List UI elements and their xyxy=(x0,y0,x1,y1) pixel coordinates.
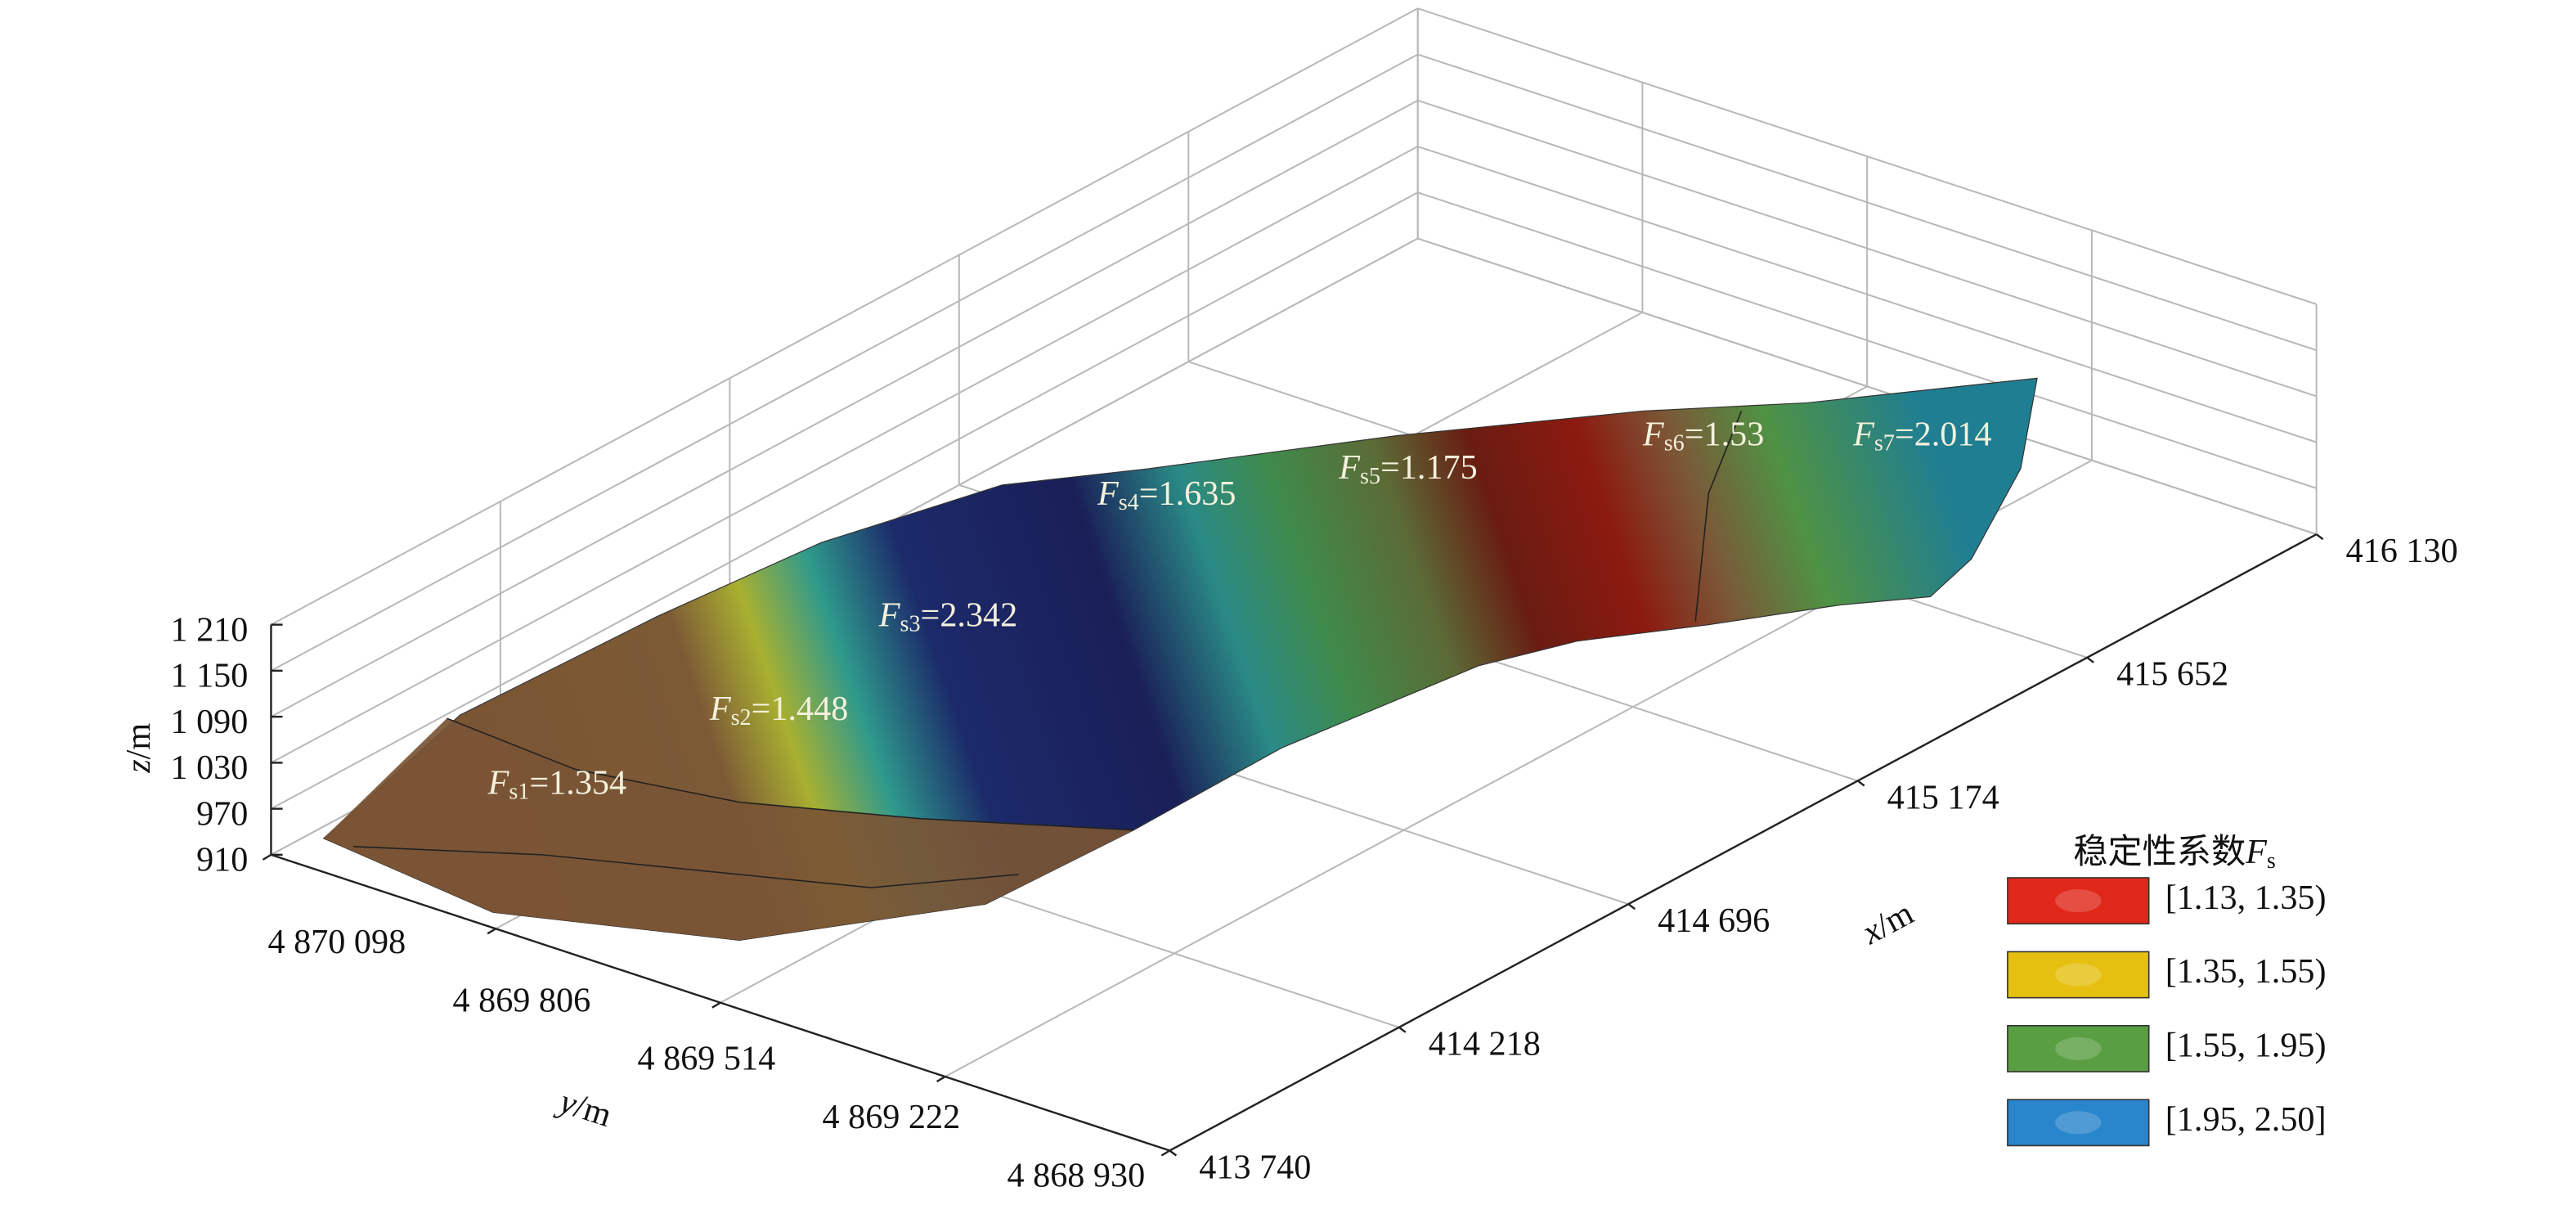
annotation-relation: = xyxy=(1895,415,1914,453)
legend-swatch xyxy=(2007,951,2150,999)
annotation-relation: = xyxy=(1139,474,1159,513)
annotation-symbol: F xyxy=(709,690,732,728)
annotations: Fs1=1.354Fs2=1.448Fs3=2.342Fs4=1.635Fs5=… xyxy=(487,415,1992,805)
axis-unit: /m xyxy=(119,723,157,760)
legend-title-subscript: s xyxy=(2267,848,2276,874)
annotation-subscript: s6 xyxy=(1664,431,1685,456)
annotation-symbol: F xyxy=(1852,415,1875,453)
surface-crack xyxy=(352,411,1743,888)
x-tick-label: 414 218 xyxy=(1429,1025,1541,1063)
legend-label: [1.95, 2.50] xyxy=(2165,1100,2327,1139)
grid-line xyxy=(270,99,1419,718)
x-axis-line xyxy=(1169,533,2318,1152)
y-tick xyxy=(1160,1149,1170,1157)
legend-swatch-highlight xyxy=(2055,889,2102,913)
grid-line xyxy=(270,191,1419,810)
legend-title: 稳定性系数Fs xyxy=(2073,833,2276,875)
annotation-subscript: s3 xyxy=(900,612,921,637)
x-tick-label: 416 130 xyxy=(2346,532,2458,570)
annotation-relation: = xyxy=(752,690,771,728)
annotation-value: 1.448 xyxy=(770,690,848,728)
annotation: Fs6=1.53 xyxy=(1642,415,1764,456)
legend-swatch-highlight xyxy=(2055,1111,2102,1135)
annotation-symbol: F xyxy=(1097,474,1120,513)
legend-label: [1.35, 1.55) xyxy=(2165,952,2327,991)
annotation: Fs2=1.448 xyxy=(709,690,848,731)
annotation-relation: = xyxy=(1380,447,1400,486)
annotation: Fs7=2.014 xyxy=(1852,415,1991,456)
legend-swatch xyxy=(2007,1099,2150,1147)
x-tick-label: 414 696 xyxy=(1658,902,1770,940)
zlabel-title: z/m xyxy=(119,723,157,774)
annotation-value: 1.354 xyxy=(549,763,626,802)
legend-title-symbol: F xyxy=(2245,833,2268,871)
y-tick xyxy=(262,853,272,861)
y-tick-label: 4 870 098 xyxy=(267,923,406,961)
annotation-symbol: F xyxy=(1338,447,1361,486)
legend: 稳定性系数Fs [1.13, 1.35) [1.35, 1.55) [1.55, 1.… xyxy=(2007,833,2327,1147)
annotation: Fs5=1.175 xyxy=(1338,447,1477,489)
z-tick-label: 970 xyxy=(196,794,248,833)
annotation-subscript: s4 xyxy=(1119,490,1139,515)
y-tick-label: 4 868 930 xyxy=(1008,1156,1146,1194)
z-tick-label: 1 150 xyxy=(170,657,248,695)
y-tick xyxy=(487,928,496,935)
annotation-value: 1.175 xyxy=(1400,447,1478,486)
axes: 910 970 1 030 1 090 1 150 1 210 413 740 414 218… xyxy=(119,532,2457,1194)
x-tick xyxy=(1398,1026,1407,1033)
annotation-subscript: s7 xyxy=(1874,431,1895,456)
y-tick-label: 4 869 514 xyxy=(637,1040,775,1078)
z-tick-label: 1 030 xyxy=(170,749,248,787)
legend-swatch xyxy=(2007,1024,2150,1072)
x-tick xyxy=(2086,656,2094,663)
legend-label: [1.55, 1.95) xyxy=(2165,1027,2327,1065)
annotation-symbol: F xyxy=(487,763,510,802)
grid-line xyxy=(270,7,1419,626)
annotation-value: 1.635 xyxy=(1159,474,1236,513)
legend-swatch-highlight xyxy=(2055,1036,2102,1060)
y-tick-label: 4 869 222 xyxy=(823,1098,961,1136)
annotation-relation: = xyxy=(529,763,549,802)
annotation-value: 2.014 xyxy=(1914,415,1992,453)
z-tick-label: 1 090 xyxy=(170,703,248,741)
grid-line xyxy=(270,53,1419,672)
annotation: Fs1=1.354 xyxy=(487,763,626,805)
xlabel-title: x/m xyxy=(1856,893,1920,952)
annotation: Fs3=2.342 xyxy=(878,596,1017,637)
x-tick xyxy=(1169,1149,1178,1157)
y-tick xyxy=(711,1001,721,1009)
annotation-value: 1.53 xyxy=(1703,415,1764,453)
x-tick xyxy=(2315,533,2324,541)
x-tick-label: 415 652 xyxy=(2116,655,2228,694)
annotation-relation: = xyxy=(1685,415,1704,453)
legend-label: [1.13, 1.35) xyxy=(2165,879,2327,917)
y-tick xyxy=(936,1076,946,1083)
axis-symbol: z xyxy=(119,759,157,773)
annotation-relation: = xyxy=(921,596,940,634)
y-tick-label: 4 869 806 xyxy=(452,981,590,1019)
surface xyxy=(322,377,2038,941)
annotation-symbol: F xyxy=(1642,415,1665,453)
annotation-symbol: F xyxy=(878,596,901,634)
legend-swatch xyxy=(2007,877,2150,925)
annotation-subscript: s5 xyxy=(1360,464,1380,489)
annotation-subscript: s2 xyxy=(731,706,752,731)
x-tick xyxy=(1627,903,1636,910)
ylabel-title: y/m xyxy=(552,1081,617,1135)
grid-line xyxy=(270,146,1419,764)
x-tick xyxy=(1856,780,1865,787)
annotation-subscript: s1 xyxy=(509,780,529,805)
z-tick-label: 910 xyxy=(196,841,248,879)
legend-title-text: 稳定性系数 xyxy=(2073,833,2246,871)
legend-swatch-highlight xyxy=(2055,963,2102,987)
z-tick-label: 1 210 xyxy=(170,610,248,649)
x-tick-label: 413 740 xyxy=(1199,1148,1311,1186)
surface-front-zone xyxy=(323,718,1134,941)
annotation: Fs4=1.635 xyxy=(1097,474,1236,516)
annotation-value: 2.342 xyxy=(940,596,1017,634)
x-tick-label: 415 174 xyxy=(1887,778,1999,816)
